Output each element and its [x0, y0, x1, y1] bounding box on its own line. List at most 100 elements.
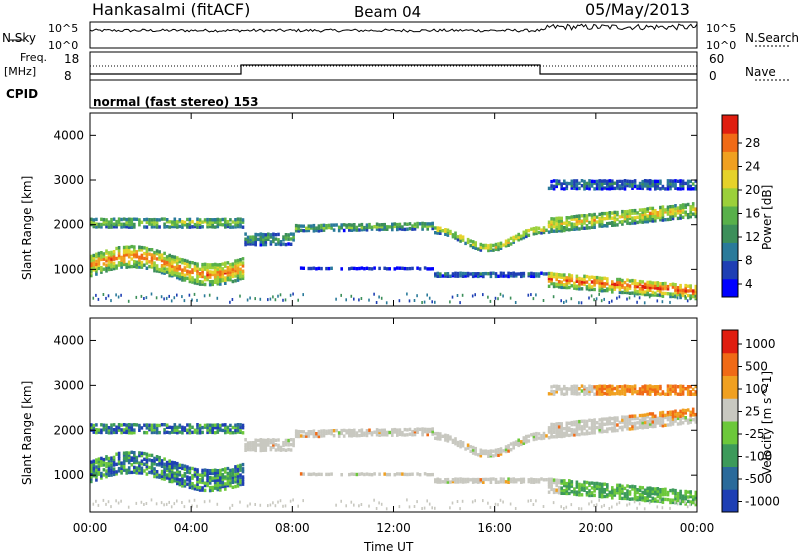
velocity-cell: [95, 473, 98, 477]
velocity-cell: [530, 433, 533, 437]
power-cell: [439, 272, 442, 276]
velocity-cell: [550, 385, 553, 389]
velocity-cell: [148, 426, 151, 430]
power-cell: [471, 274, 475, 279]
power-cell: [689, 289, 692, 293]
power-cell: [163, 225, 166, 229]
power-cell: [588, 182, 591, 186]
power-cell: [641, 184, 644, 188]
velocity-cell: [606, 392, 609, 396]
velocity-cell: [105, 427, 108, 432]
velocity-cell: [509, 442, 513, 446]
power-cell: [236, 223, 240, 227]
power-cell: [105, 251, 108, 255]
power-cell: [659, 282, 662, 286]
velocity-cell: [575, 420, 579, 424]
velocity-cell: [206, 474, 209, 478]
power-cell: [560, 223, 563, 227]
velocity-cell: [239, 428, 242, 433]
velocity-cell: [525, 437, 528, 442]
power-cell: [694, 296, 698, 301]
velocity-cell: [358, 472, 361, 476]
power-cell: [651, 184, 655, 188]
power-cell: [631, 219, 634, 223]
power-cell: [659, 181, 662, 185]
power-cell: [150, 258, 154, 262]
power-cell: [583, 280, 586, 284]
velocity-cell: [659, 499, 661, 503]
velocity-cell: [186, 467, 189, 471]
power-cell: [628, 209, 632, 213]
velocity-cell: [578, 485, 581, 489]
power-cell: [153, 265, 156, 270]
velocity-cell: [560, 481, 563, 485]
power-cell: [254, 243, 257, 247]
power-cell: [659, 289, 662, 293]
power-cell: [651, 206, 655, 211]
power-cell: [681, 186, 685, 191]
velocity-cell: [208, 430, 212, 434]
velocity-cell: [297, 434, 300, 439]
power-cell: [153, 225, 156, 229]
velocity-cell: [201, 488, 204, 492]
velocity-cell: [497, 480, 500, 484]
velocity-cell: [375, 507, 378, 510]
power-cell: [105, 263, 108, 267]
velocity-cell: [229, 476, 232, 480]
velocity-cell: [684, 408, 687, 413]
power-cell: [570, 184, 574, 188]
power-cell: [684, 295, 686, 298]
power-cell: [613, 218, 617, 222]
velocity-cell: [568, 487, 571, 491]
power-cell: [598, 216, 601, 221]
velocity-cell: [188, 476, 192, 480]
power-cell: [219, 218, 222, 222]
power-cell: [115, 266, 118, 270]
power-cell: [117, 263, 121, 267]
velocity-cell: [264, 441, 268, 445]
velocity-cell: [606, 493, 609, 497]
power-cell: [360, 225, 364, 230]
power-cell: [145, 259, 149, 263]
velocity-cell: [444, 478, 447, 482]
velocity-cell: [638, 495, 642, 500]
power-cell: [173, 220, 177, 224]
velocity-cell: [459, 445, 462, 449]
velocity-cell: [547, 482, 551, 486]
power-cell: [246, 235, 250, 239]
velocity-cell: [600, 425, 604, 429]
velocity-cell: [211, 426, 214, 430]
power-cell: [292, 235, 295, 239]
power-cell: [133, 225, 136, 229]
power-cell: [590, 179, 594, 183]
power-cell: [398, 227, 402, 231]
power-cell: [606, 182, 609, 186]
velocity-cell: [671, 417, 675, 421]
power-cell: [689, 179, 692, 184]
power-cell: [211, 263, 214, 267]
velocity-cell: [689, 500, 692, 504]
velocity-cell: [648, 494, 652, 498]
power-cell: [563, 273, 566, 277]
power-cell: [92, 256, 96, 260]
power-cell: [355, 225, 359, 230]
power-cell: [590, 221, 594, 225]
power-cell: [105, 266, 108, 270]
power-cell: [585, 274, 589, 279]
velocity-cell: [122, 423, 126, 427]
velocity-cell: [239, 473, 242, 477]
power-cell: [535, 293, 537, 297]
power-cell: [666, 207, 670, 211]
power-cell: [236, 271, 240, 275]
velocity-cell: [396, 472, 399, 476]
velocity-cell: [226, 476, 230, 480]
power-cell: [621, 186, 624, 190]
power-cell: [643, 217, 647, 221]
power-cell: [679, 213, 682, 218]
velocity-cell: [603, 429, 606, 433]
power-cell: [133, 262, 136, 267]
velocity-cell: [100, 476, 103, 480]
power-cell: [269, 297, 272, 301]
power-cell: [274, 298, 277, 302]
power-cell: [626, 221, 629, 225]
